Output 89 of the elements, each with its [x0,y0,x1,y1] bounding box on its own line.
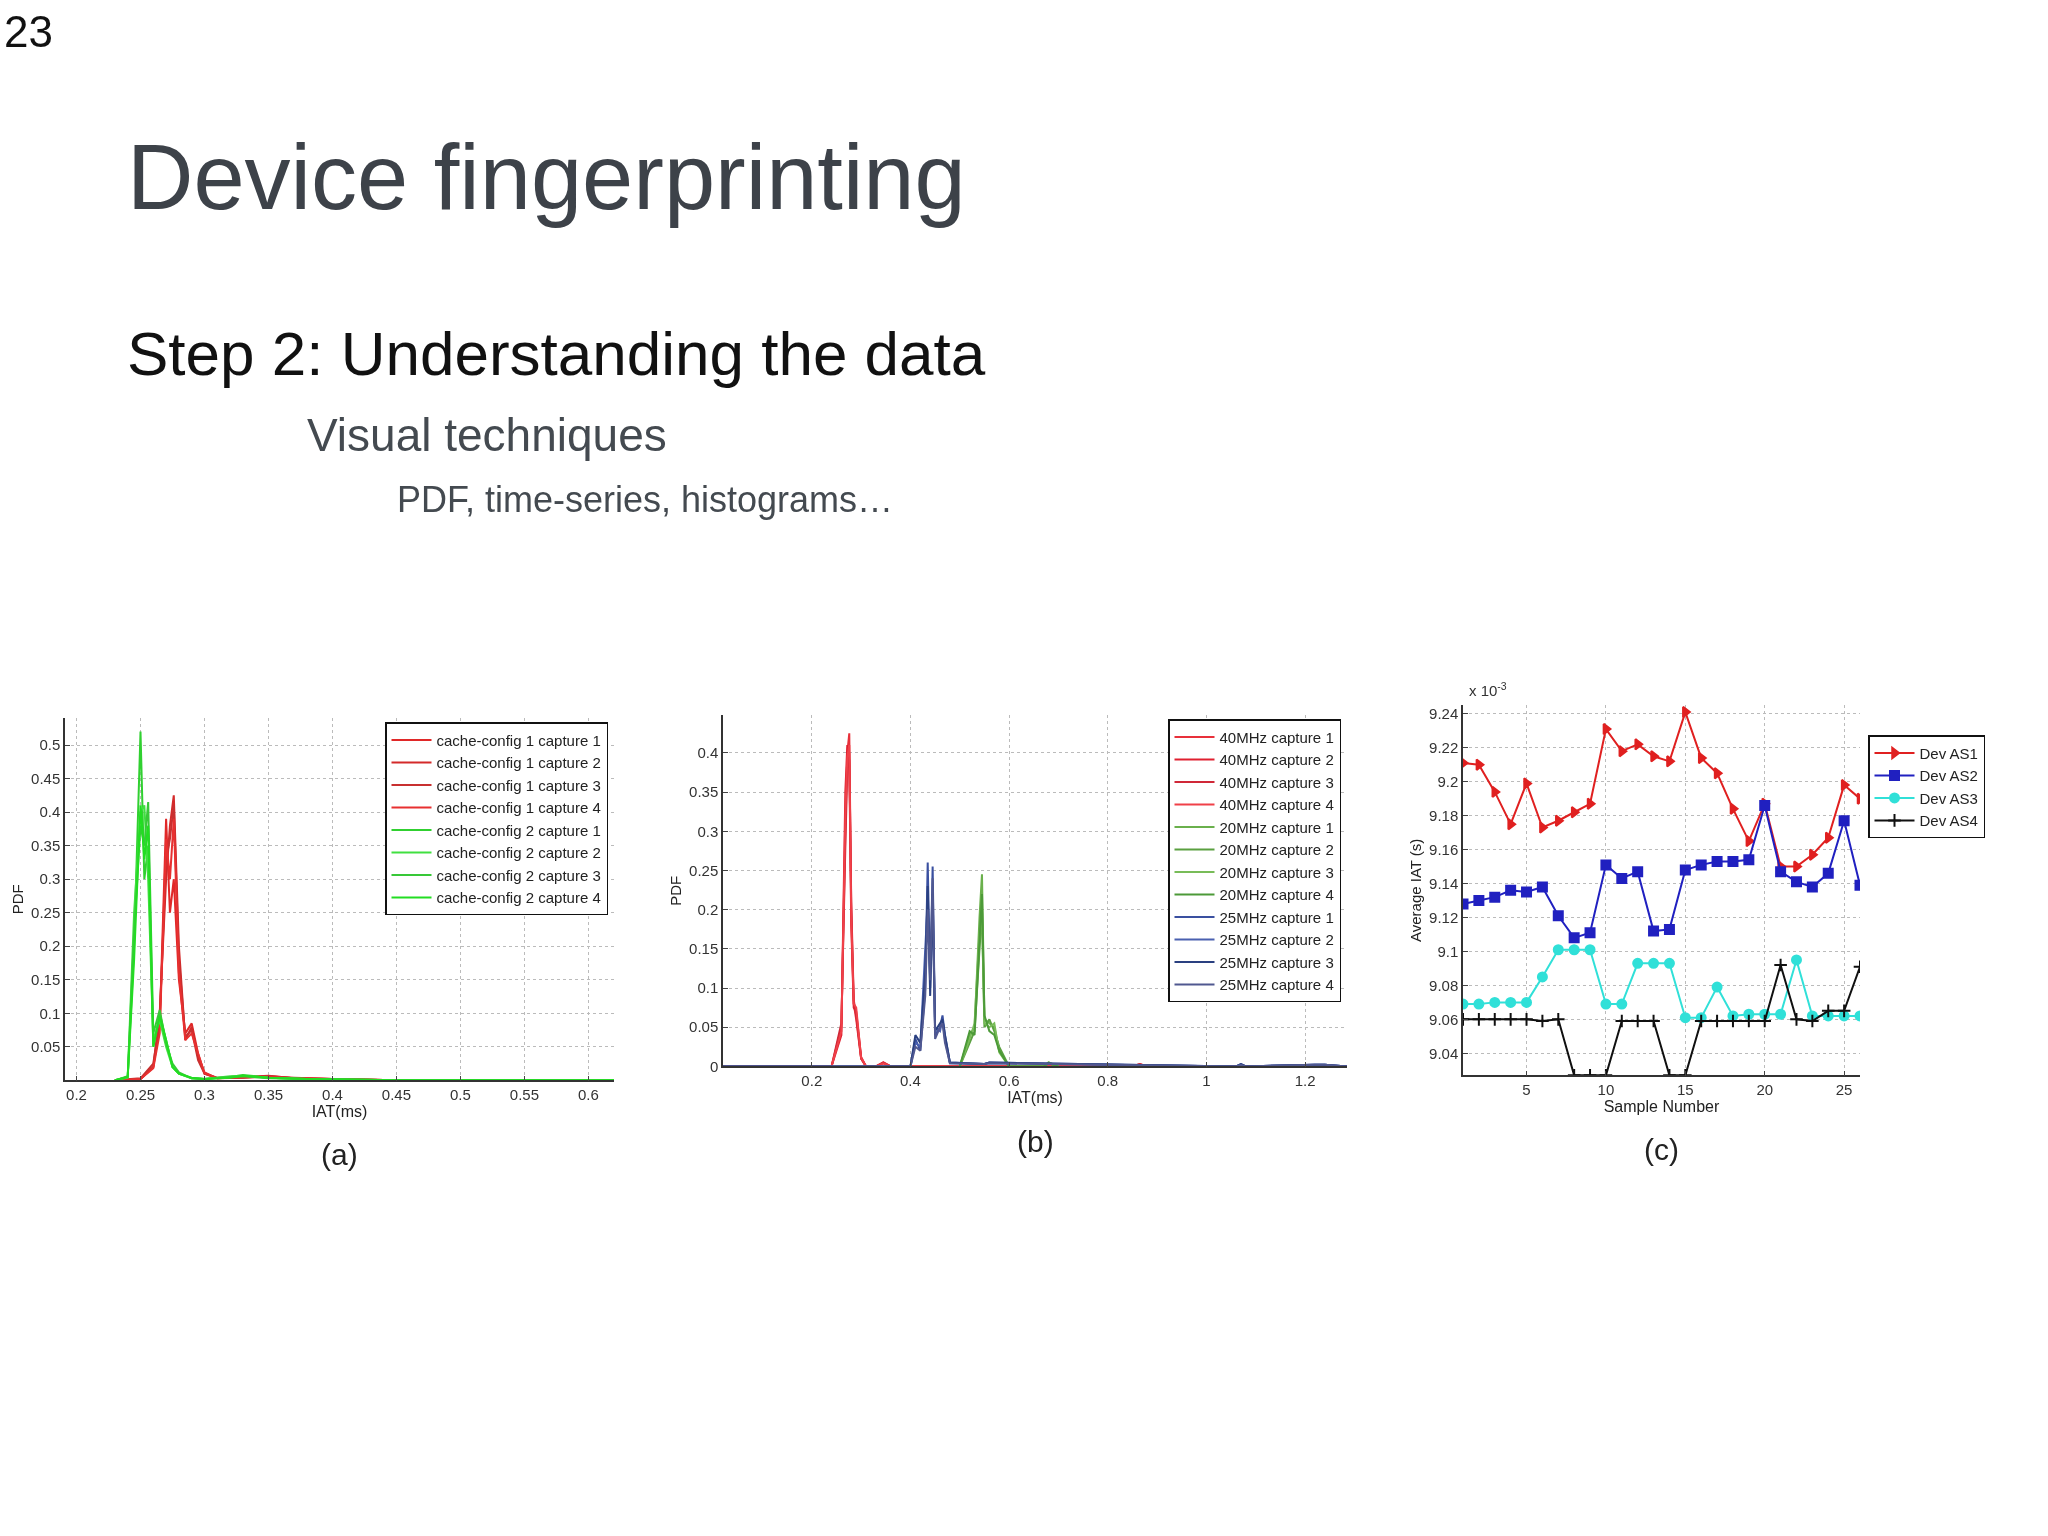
y-tick-label: 0.25 [31,903,61,921]
y-tick-label: 9.22 [1429,739,1459,756]
y-tick-label: 0.3 [39,870,61,888]
x-tick-label: 1.2 [1294,1072,1316,1090]
x-tick-label: 0.35 [253,1086,284,1104]
text: PDF, time-series, histograms… [397,479,894,520]
legend-label: 20MHz capture 3 [1219,863,1334,881]
legend-label: 20MHz capture 2 [1219,841,1334,859]
legend-label: 40MHz capture 1 [1219,728,1334,746]
y-tick-label: 9.04 [1429,1044,1459,1062]
legend-label: cache-config 2 capture 1 [436,821,601,839]
text: 23 [4,7,53,56]
legend-label: Dev AS1 [1919,744,1978,762]
text: Device fingerprinting [127,126,966,228]
y-tick-label: 9.16 [1429,840,1459,858]
legend-label: 25MHz capture 1 [1219,908,1334,926]
x-tick-label: 0.4 [322,1086,343,1104]
x-tick-label: 0.6 [577,1086,599,1104]
legend-label: cache-config 1 capture 4 [436,799,601,817]
y-tick-label: 0.45 [31,769,61,787]
y-tick-label: 0.35 [689,783,719,801]
y-axis-title: Average IAT (s) [1406,838,1424,943]
y-tick-label: 0.25 [689,861,719,879]
y-tick-label: 0.4 [697,744,719,762]
y-tick-label: 0.2 [39,937,61,955]
y-tick-label: 9.12 [1429,908,1459,926]
x-tick-label: 10 [1597,1081,1615,1099]
y-tick-label: 0.2 [697,900,719,918]
y-tick-label: 9.06 [1429,1010,1459,1028]
y-tick-label: 0.15 [31,971,61,989]
y-tick-label: 9.24 [1429,705,1459,723]
x-tick-label: 1 [1202,1072,1211,1090]
x-tick-label: 0.6 [998,1072,1020,1090]
x-tick-label: 0.55 [509,1086,540,1104]
x-tick-label: 0.2 [801,1072,823,1090]
y-tick-label: 9.18 [1429,806,1459,824]
y-tick-label: 0.1 [697,979,719,997]
y-tick-label: 9.08 [1429,976,1459,994]
x-tick-label: 0.8 [1097,1072,1119,1090]
y-tick-label: 0.15 [689,940,719,958]
x-tick-label: 5 [1522,1081,1531,1099]
legend-label: Dev AS3 [1919,789,1978,807]
y-axis-title: PDF [8,884,26,915]
legend-label: cache-config 1 capture 1 [436,731,601,749]
y-tick-label: 9.14 [1429,874,1459,892]
legend-label: cache-config 2 capture 4 [436,889,601,907]
text: Step 2: Understanding the data [127,319,986,388]
legend-label: Dev AS2 [1919,767,1978,785]
legend-label: 40MHz capture 4 [1219,796,1334,814]
x-tick-label: 0.45 [381,1086,412,1104]
x-tick-label: 15 [1676,1081,1694,1099]
text: (c) [1644,1133,1679,1166]
x-axis-title: IAT(ms) [1007,1089,1063,1107]
text: (a) [321,1138,358,1171]
x-tick-label: 0.2 [66,1086,87,1104]
legend-label: 40MHz capture 2 [1219,751,1334,769]
y-tick-label: 9.2 [1437,772,1459,790]
y-tick-label: 0.3 [697,822,719,840]
x-tick-label: 25 [1835,1081,1853,1099]
y-tick-label: 0.1 [39,1004,61,1022]
text: Visual techniques [307,409,667,461]
x-axis-title: Sample Number [1603,1098,1720,1116]
y-axis-title: PDF [666,875,684,906]
legend-label: cache-config 1 capture 2 [436,754,601,772]
x-tick-label: 0.4 [900,1072,921,1090]
y-tick-label: 0.05 [31,1038,61,1056]
text: (b) [1017,1125,1054,1158]
x-tick-label: 0.5 [450,1086,471,1104]
x-tick-label: 0.3 [194,1086,215,1104]
y-tick-label: 9.1 [1437,942,1459,960]
legend-label: 25MHz capture 2 [1219,931,1334,949]
text: x 10$^{-3}$ [1469,680,1507,700]
legend-label: 25MHz capture 4 [1219,976,1334,994]
legend-label: 25MHz capture 3 [1219,953,1334,971]
y-tick-label: 0.05 [689,1018,719,1036]
legend-label: cache-config 2 capture 2 [436,844,601,862]
x-tick-label: 20 [1756,1081,1774,1099]
legend-label: cache-config 2 capture 3 [436,866,601,884]
legend-label: Dev AS4 [1919,812,1978,830]
y-tick-label: 0.4 [39,803,61,821]
y-tick-label: 0.35 [31,836,61,854]
legend-label: 40MHz capture 3 [1219,773,1334,791]
legend-label: 20MHz capture 4 [1219,886,1334,904]
legend-label: 20MHz capture 1 [1219,818,1334,836]
x-axis-title: IAT(ms) [311,1103,368,1121]
y-tick-label: 0.5 [39,736,61,754]
y-tick-label: 0 [709,1057,719,1075]
legend-label: cache-config 1 capture 3 [436,776,601,794]
x-tick-label: 0.25 [125,1086,156,1104]
